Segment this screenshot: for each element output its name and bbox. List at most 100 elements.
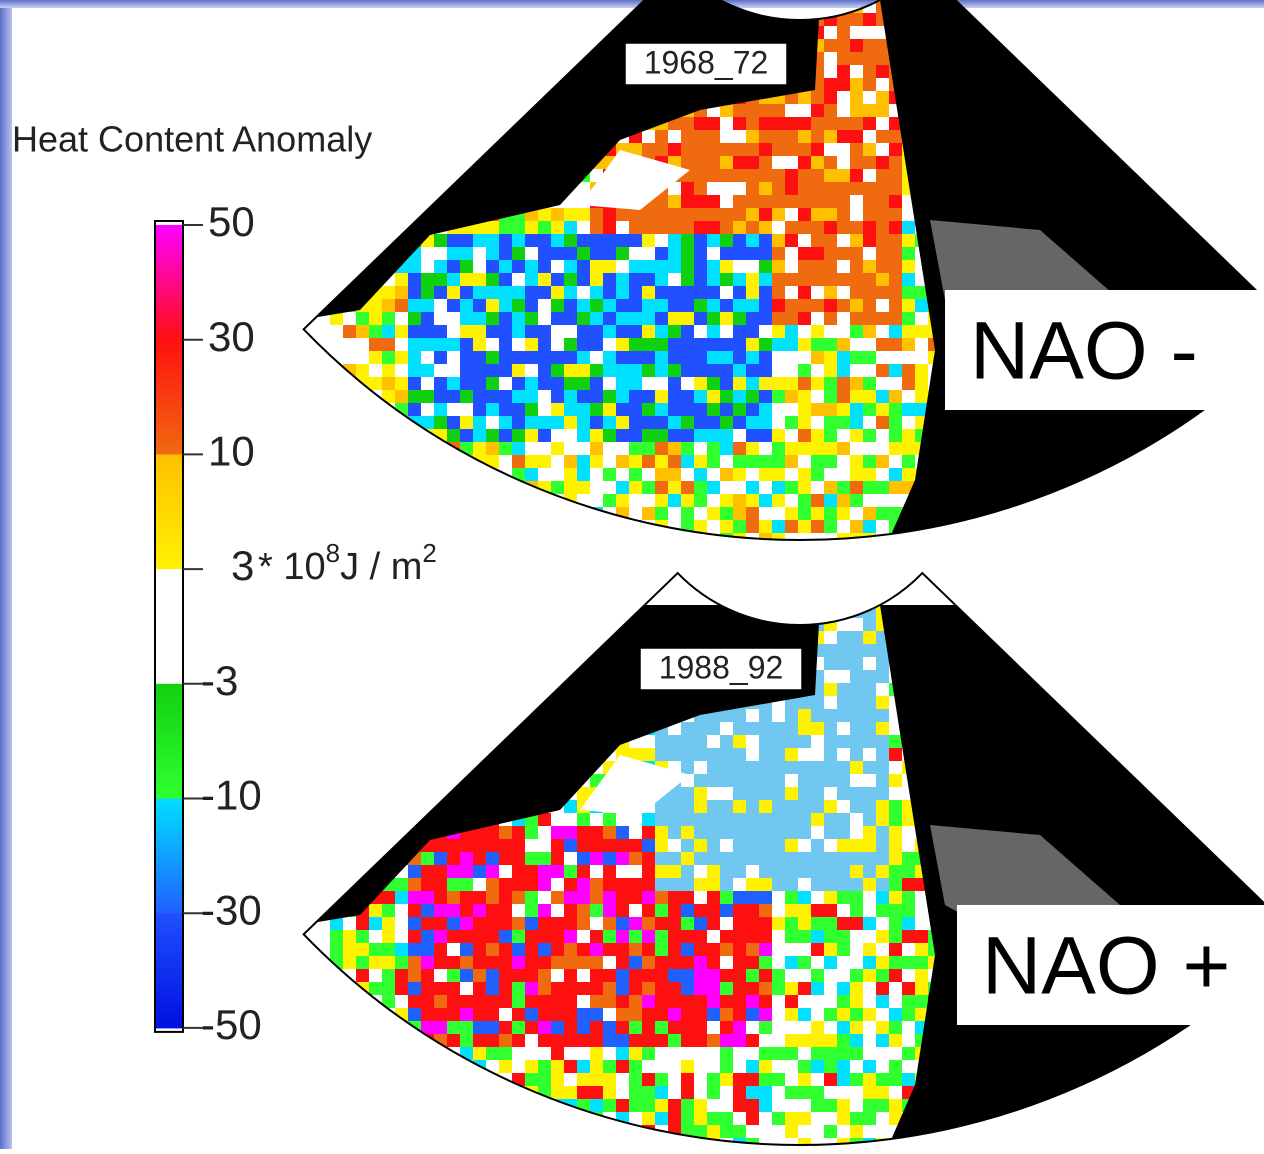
grid-cell	[343, 481, 357, 495]
grid-cell	[421, 481, 435, 495]
grid-cell	[473, 468, 487, 482]
grid-cell	[590, 618, 604, 632]
grid-cell	[603, 813, 617, 827]
grid-cell	[512, 631, 526, 645]
grid-cell	[512, 683, 526, 697]
grid-cell	[603, 878, 617, 892]
grid-cell	[668, 546, 682, 560]
grid-cell	[824, 618, 838, 632]
grid-cell	[668, 533, 682, 547]
grid-cell	[733, 494, 747, 508]
grid-cell	[473, 364, 487, 378]
grid-cell	[434, 312, 448, 326]
grid-cell	[551, 826, 565, 840]
grid-cell	[564, 364, 578, 378]
grid-cell	[447, 156, 461, 170]
grid-cell	[434, 234, 448, 248]
grid-cell	[915, 1138, 929, 1149]
grid-cell	[473, 351, 487, 365]
grid-cell	[434, 364, 448, 378]
grid-cell	[889, 969, 903, 983]
grid-cell	[993, 1138, 1007, 1149]
grid-cell	[551, 1086, 565, 1100]
grid-cell	[941, 546, 955, 560]
grid-cell	[330, 65, 344, 79]
grid-cell	[655, 208, 669, 222]
grid-cell	[876, 52, 890, 66]
grid-cell	[343, 670, 357, 684]
grid-cell	[668, 917, 682, 931]
grid-cell	[564, 416, 578, 430]
grid-cell	[850, 852, 864, 866]
grid-cell	[616, 852, 630, 866]
grid-cell	[551, 969, 565, 983]
grid-cell	[811, 247, 825, 261]
grid-cell	[564, 1138, 578, 1149]
grid-cell	[889, 956, 903, 970]
grid-cell	[811, 852, 825, 866]
grid-cell	[421, 1112, 435, 1126]
grid-cell	[395, 351, 409, 365]
grid-cell	[408, 312, 422, 326]
grid-cell	[460, 13, 474, 27]
grid-cell	[642, 956, 656, 970]
grid-cell	[850, 338, 864, 352]
grid-cell	[343, 943, 357, 957]
grid-cell	[837, 481, 851, 495]
grid-cell	[330, 657, 344, 671]
grid-cell	[876, 748, 890, 762]
grid-cell	[629, 917, 643, 931]
grid-cell	[824, 286, 838, 300]
grid-cell	[837, 748, 851, 762]
grid-cell	[421, 143, 435, 157]
grid-cell	[486, 286, 500, 300]
grid-cell	[746, 104, 760, 118]
grid-cell	[863, 826, 877, 840]
grid-cell	[616, 1125, 630, 1139]
grid-cell	[395, 761, 409, 775]
grid-cell	[733, 852, 747, 866]
grid-cell	[824, 546, 838, 560]
grid-cell	[655, 546, 669, 560]
grid-cell	[863, 995, 877, 1009]
grid-cell	[798, 507, 812, 521]
grid-cell	[460, 364, 474, 378]
grid-cell	[473, 39, 487, 53]
grid-cell	[733, 416, 747, 430]
grid-cell	[382, 533, 396, 547]
grid-cell	[785, 221, 799, 235]
grid-cell	[512, 917, 526, 931]
grid-cell	[499, 930, 513, 944]
grid-cell	[356, 930, 370, 944]
grid-cell	[811, 787, 825, 801]
grid-cell	[486, 1086, 500, 1100]
grid-cell	[460, 416, 474, 430]
grid-cell	[590, 865, 604, 879]
grid-cell	[499, 1060, 513, 1074]
grid-cell	[512, 91, 526, 105]
grid-cell	[733, 221, 747, 235]
grid-cell	[785, 1099, 799, 1113]
grid-cell	[824, 787, 838, 801]
grid-cell	[577, 618, 591, 632]
grid-cell	[707, 286, 721, 300]
grid-cell	[889, 442, 903, 456]
grid-cell	[421, 943, 435, 957]
grid-cell	[564, 52, 578, 66]
grid-cell	[382, 982, 396, 996]
grid-cell	[538, 208, 552, 222]
grid-cell	[694, 156, 708, 170]
grid-cell	[538, 533, 552, 547]
grid-cell	[499, 943, 513, 957]
grid-cell	[447, 722, 461, 736]
grid-cell	[863, 143, 877, 157]
grid-cell	[499, 260, 513, 274]
grid-cell	[863, 546, 877, 560]
grid-cell	[733, 260, 747, 274]
grid-cell	[395, 1073, 409, 1087]
grid-cell	[733, 722, 747, 736]
grid-cell	[499, 247, 513, 261]
grid-cell	[551, 39, 565, 53]
grid-cell	[603, 826, 617, 840]
grid-cell	[798, 956, 812, 970]
